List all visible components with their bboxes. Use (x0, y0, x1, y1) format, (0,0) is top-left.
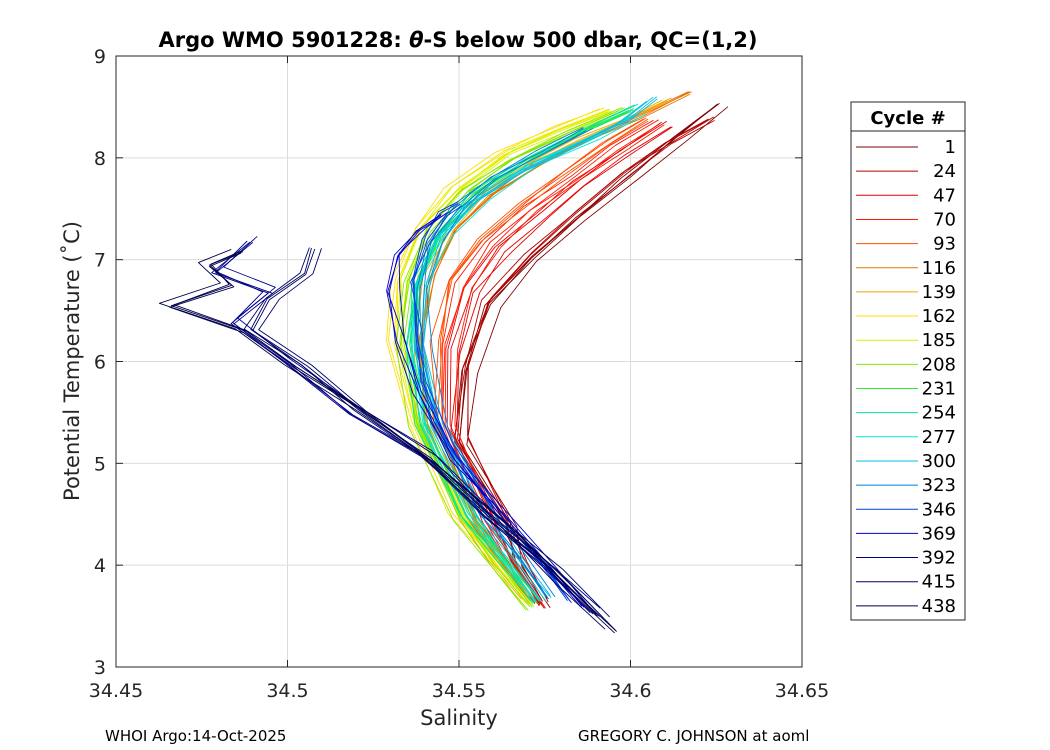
series-line-cycle-415 (258, 248, 610, 618)
legend-label-346: 346 (922, 499, 956, 520)
legend-label-277: 277 (922, 427, 956, 448)
chart-title: Argo WMO 5901228: θ-S below 500 dbar, QC… (158, 28, 757, 52)
series-line-cycle-300 (413, 100, 648, 601)
chart-title-theta: θ (409, 28, 423, 52)
legend-title: Cycle # (870, 108, 945, 129)
tick-marks (115, 55, 803, 668)
legend-label-392: 392 (922, 548, 956, 569)
legend-label-415: 415 (922, 572, 956, 593)
series-line-cycle-415 (250, 247, 600, 617)
series-line-cycle-392 (215, 240, 591, 614)
legend-label-139: 139 (922, 282, 956, 303)
series-line-cycle-323 (415, 128, 584, 598)
series-line-cycle-1 (466, 106, 729, 609)
series-line-cycle-93 (439, 118, 649, 601)
series-line-cycle-70 (442, 119, 654, 603)
legend-label-162: 162 (922, 306, 956, 327)
legend-label-323: 323 (922, 475, 956, 496)
y-tick-label: 3 (94, 657, 106, 679)
legend-label-231: 231 (922, 379, 956, 400)
footer-right: GREGORY C. JOHNSON at aoml (578, 727, 809, 745)
legend-label-369: 369 (922, 523, 956, 544)
legend-label-254: 254 (922, 403, 956, 424)
series-line-cycle-47 (456, 126, 673, 609)
legend-label-93: 93 (933, 234, 956, 255)
legend-label-438: 438 (922, 596, 956, 617)
series-line-cycle-369 (398, 212, 589, 605)
x-tick-label: 34.65 (775, 680, 829, 702)
series-line-cycle-438 (158, 248, 606, 630)
x-tick-label: 34.6 (609, 680, 651, 702)
legend-label-47: 47 (933, 185, 956, 206)
series-line-cycle-438 (169, 252, 616, 634)
series-line-cycle-70 (444, 123, 660, 607)
legend-label-208: 208 (922, 354, 956, 375)
legend-label-1: 1 (945, 137, 956, 158)
legend-label-116: 116 (922, 258, 956, 279)
y-axis-label: Potential Temperature (˚C) (60, 221, 84, 501)
x-axis-label: Salinity (420, 706, 498, 730)
series-group (158, 91, 729, 634)
series-line-cycle-254 (405, 106, 631, 602)
x-tick-label: 34.5 (266, 680, 308, 702)
x-tick-label: 34.45 (89, 680, 143, 702)
y-tick-labels: 3 4 5 6 7 8 9 (94, 46, 106, 679)
legend: Cycle # 1 24 47 70 93 116 139 162 185 208 231 254 27… (850, 101, 966, 621)
series-line-cycle-208 (400, 111, 622, 611)
y-tick-label: 9 (94, 46, 106, 68)
series-line-cycle-93 (433, 117, 647, 600)
y-tick-label: 7 (94, 250, 106, 272)
x-tick-label: 34.55 (432, 680, 486, 702)
series-line-cycle-208 (399, 106, 623, 607)
y-tick-label: 4 (94, 555, 106, 577)
legend-label-300: 300 (922, 451, 956, 472)
legend-label-24: 24 (933, 161, 956, 182)
chart-title-suffix: -S below 500 dbar, QC=(1,2) (424, 28, 758, 52)
chart-title-prefix: Argo WMO 5901228: (158, 28, 409, 52)
legend-items: 1 24 47 70 93 116 139 162 185 208 231 254 277 300 323 3… (856, 137, 956, 617)
footer-left: WHOI Argo:14-Oct-2025 (105, 727, 286, 745)
series-line-cycle-208 (395, 110, 619, 611)
series-line-cycle-277 (415, 113, 640, 602)
legend-label-70: 70 (933, 209, 956, 230)
y-tick-label: 8 (94, 148, 106, 170)
x-tick-labels: 34.45 34.5 34.55 34.6 34.65 (89, 680, 829, 702)
y-tick-label: 5 (94, 453, 106, 475)
y-tick-label: 6 (94, 352, 106, 374)
legend-label-185: 185 (922, 330, 956, 351)
